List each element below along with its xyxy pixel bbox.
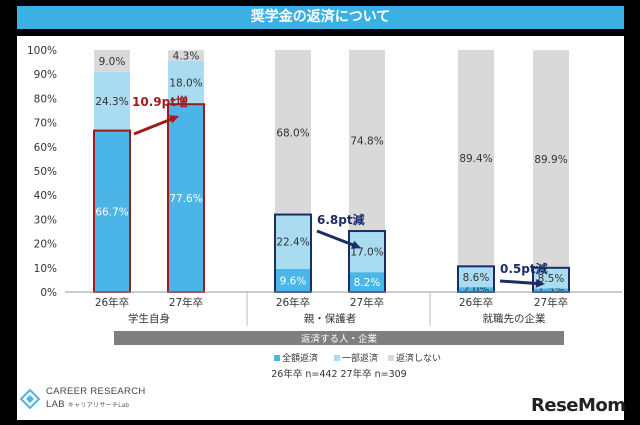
data-label: 8.5% [538,273,565,285]
y-tick-label: 60% [34,142,57,154]
brand-line2-sub: キャリアリサーチLab [67,403,130,409]
annotation-label-2: 6.8pt減 [317,212,365,227]
x-tick-label: 26年卒 [276,296,310,309]
legend-swatch [334,355,340,361]
bar-segment-2 [168,60,204,105]
brand-line2-main: LAB [46,399,65,410]
watermark: ReseMom [531,395,626,416]
x-caption-bar [114,331,564,345]
brand-mark-icon [19,388,41,410]
data-label: 22.4% [276,237,309,249]
stacked-bar-chart: 0% 10% 20% 30% 40% 50% 60% 70% 80% 90% 100% 66.7% 24… [27,45,622,380]
x-axis-caption: 返済する人・企業 [301,333,378,345]
annotation-arrow-2 [316,229,355,247]
chart-panel: 0% 10% 20% 30% 40% 50% 60% 70% 80% 90% 100% 66.7% 24… [17,36,624,420]
bar-segment-3 [458,50,494,267]
watermark-text: ReseMom [531,395,626,416]
y-tick-label: 10% [34,263,57,275]
y-tick-label: 90% [34,69,57,81]
bar-segment-2 [275,214,311,269]
legend-label: 一部返済 [342,352,378,364]
data-label: 89.9% [534,154,567,166]
legend-swatch [274,355,280,361]
annotation-label-1: 10.9pt増 [132,94,188,109]
brand-line2: LAB キャリアリサーチLab [46,399,129,410]
x-tick-label: 26年卒 [95,296,129,309]
bar-segment-3 [533,50,569,268]
group-label: 親・保護者 [304,312,357,325]
bar-segment-1 [94,130,130,292]
y-tick-label: 70% [34,118,57,130]
data-label: 66.7% [95,206,128,218]
y-tick-label: 30% [34,214,57,226]
data-label: 8.2% [354,277,381,289]
bar-segment-1 [275,268,311,292]
bar-segment-3 [275,50,311,215]
annotation-arrow-2-head [351,240,361,249]
data-label: 4.3% [173,50,200,62]
bar-segment-1 [533,288,569,292]
brand-line1: CAREER RESEARCH [46,386,146,397]
data-label: 89.4% [459,153,492,165]
bar-segment-1 [168,104,204,292]
y-tick-label: 80% [34,93,57,105]
legend-swatch [388,355,394,361]
legend-label: 全額返済 [282,352,318,364]
bar-segment-2 [349,231,385,273]
x-tick-label: 26年卒 [459,296,493,309]
data-label: 9.0% [99,56,126,68]
bar-segment-1 [458,287,494,292]
y-tick-label: 40% [34,190,57,202]
data-label: 77.6% [169,193,202,205]
brand-logo: CAREER RESEARCH LAB キャリアリサーチLab [19,386,149,416]
data-label: 17.0% [350,247,383,259]
x-tick-label: 27年卒 [534,296,568,309]
legend-label: 返済しない [396,352,441,364]
y-tick-label: 100% [27,45,57,57]
bar-segment-1 [349,272,385,292]
chart-title: 奨学金の返済について [17,6,624,29]
sample-size-note: 26年卒 n=442 27年卒 n=309 [271,368,406,380]
bar-segment-3 [94,50,130,72]
y-tick-label: 20% [34,239,57,251]
annotation-arrow-1 [133,117,173,136]
bar-segment-2 [458,266,494,288]
data-label: 9.6% [280,275,307,287]
bar-segment-2 [94,71,130,131]
annotation-arrow-3-head [535,279,545,288]
data-label: 8.6% [463,272,490,284]
group-label: 学生自身 [128,312,170,325]
bar-segment-3 [349,50,385,232]
data-label: 68.0% [276,127,309,139]
annotation-arrow-1-head [169,115,179,124]
data-label: 24.3% [95,96,128,108]
data-label: 18.0% [169,77,202,89]
y-tick-label: 50% [34,166,57,178]
y-tick-label: 0% [40,287,57,299]
bar-segment-3 [168,50,204,61]
data-label: 74.8% [350,136,383,148]
x-tick-label: 27年卒 [169,296,203,309]
annotation-label-3: 0.5pt減 [500,261,548,276]
annotation-arrow-3 [499,279,538,285]
x-tick-label: 27年卒 [350,296,384,309]
group-label: 就職先の企業 [483,312,546,325]
